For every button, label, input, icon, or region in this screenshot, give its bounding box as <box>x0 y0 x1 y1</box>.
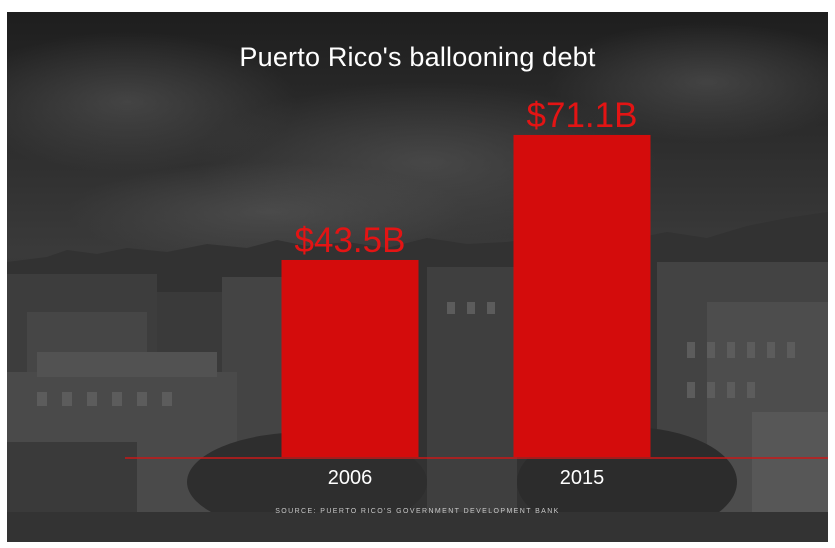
category-label-2015: 2015 <box>560 467 605 489</box>
bar-chart: $43.5B 2006 $71.1B 2015 <box>125 96 828 489</box>
bar-2015 <box>513 134 651 457</box>
chart-title: Puerto Rico's ballooning debt <box>239 42 596 72</box>
value-label-2006: $43.5B <box>295 221 406 260</box>
category-label-2006: 2006 <box>328 467 373 489</box>
bar-2006 <box>281 259 419 457</box>
chart-frame: Puerto Rico's ballooning debt $43.5B 2006… <box>7 12 828 542</box>
value-label-2015: $71.1B <box>527 96 638 135</box>
source-note: SOURCE: PUERTO RICO'S GOVERNMENT DEVELOP… <box>275 508 560 515</box>
